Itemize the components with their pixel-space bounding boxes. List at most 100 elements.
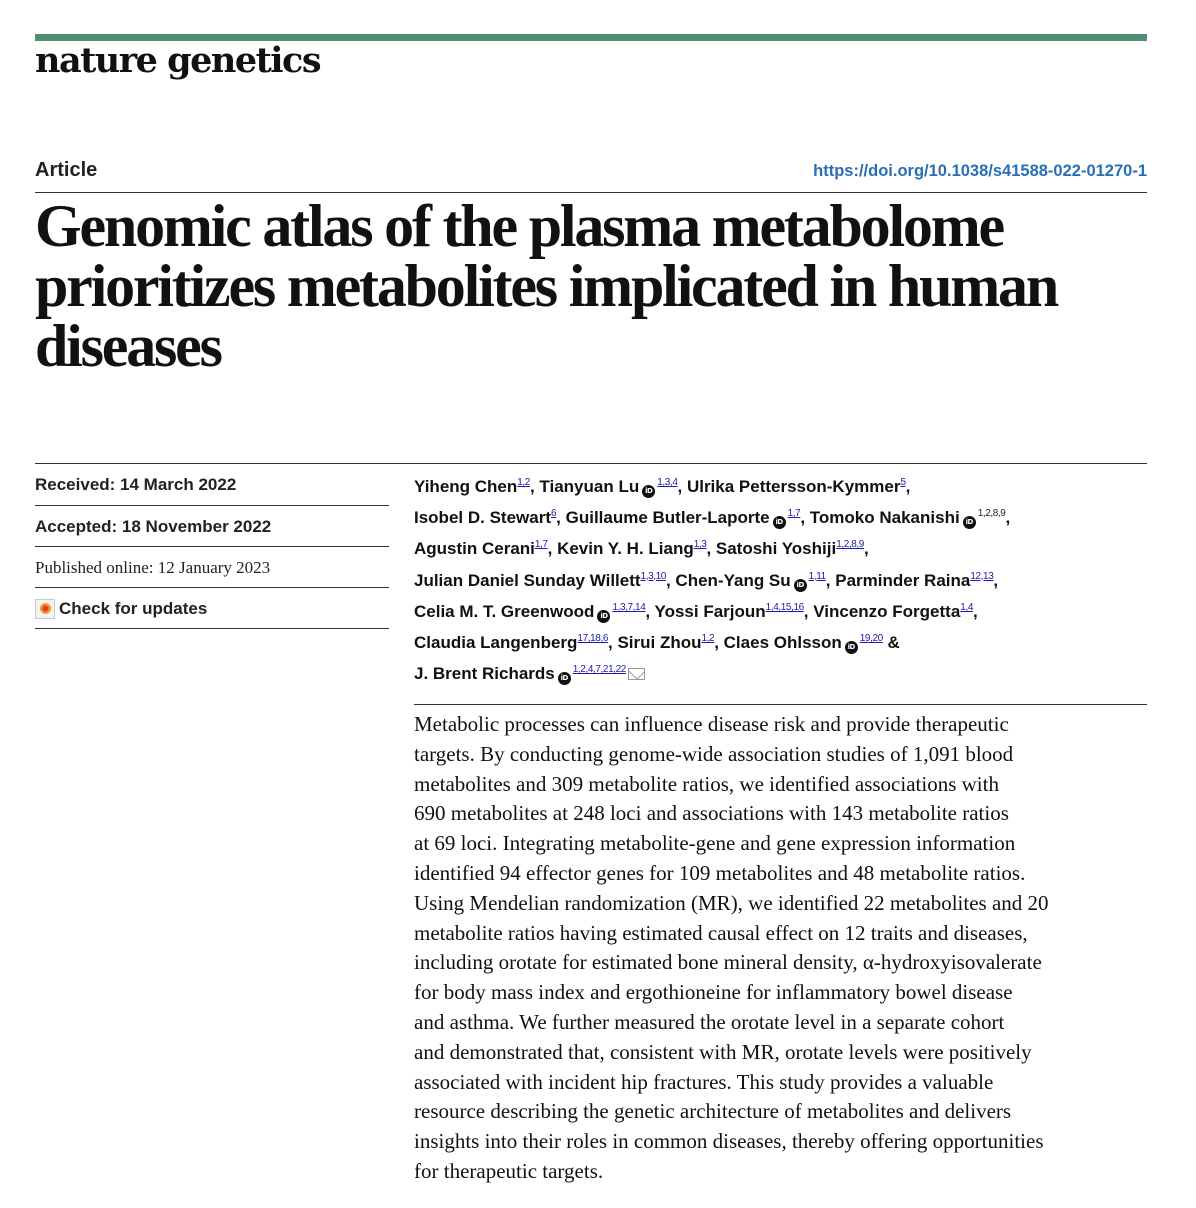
author-name[interactable]: Isobel D. Stewart <box>414 508 551 528</box>
author-name[interactable]: Vincenzo Forgetta <box>813 601 961 621</box>
abstract-line: targets. By conducting genome-wide assoc… <box>414 741 1014 766</box>
affiliation-superscript[interactable]: 1,3,10 <box>640 570 667 582</box>
author-separator: , <box>972 601 978 621</box>
author-name[interactable]: J. Brent Richards <box>414 664 555 684</box>
author-name[interactable]: Chen-Yang Su <box>675 570 791 590</box>
author-name[interactable]: Yiheng Chen <box>414 477 518 496</box>
author-separator: , <box>993 570 999 590</box>
affiliation-superscript[interactable]: 5 <box>900 477 906 488</box>
affiliation-superscript[interactable]: 1,7 <box>787 508 801 520</box>
accepted-date: Accepted: 18 November 2022 <box>35 506 389 547</box>
author-list: Yiheng Chen1,2, Tianyuan Lu iD1,3,4, Ulri… <box>414 469 1154 687</box>
affiliation-superscript[interactable]: 1,2 <box>701 633 715 645</box>
abstract-line: for body mass index and ergothioneine fo… <box>414 980 1013 1005</box>
author-separator: , <box>665 570 676 590</box>
author-separator: , <box>714 633 724 653</box>
author-separator: , <box>608 633 618 653</box>
received-date: Received: 14 March 2022 <box>35 464 389 506</box>
title-line: prioritizes metabolites implicated in hu… <box>35 253 1059 319</box>
author-name[interactable]: Satoshi Yoshiji <box>715 539 837 559</box>
author-separator: , <box>645 601 655 621</box>
author-name[interactable]: Ulrika Pettersson-Kymmer <box>686 477 901 496</box>
author-separator: , <box>529 477 540 496</box>
abstract-line: metabolites and 309 metabolite ratios, w… <box>414 771 999 796</box>
author-name[interactable]: Tomoko Nakanishi <box>809 508 960 528</box>
author-separator: , <box>556 508 566 528</box>
abstract: Metabolic processes can influence diseas… <box>414 710 1154 1187</box>
abstract-line: and demonstrated that, consistent with M… <box>414 1039 1032 1064</box>
orcid-icon[interactable]: iD <box>772 516 786 530</box>
affiliation-superscript[interactable]: 1,4,15,16 <box>765 601 805 613</box>
abstract-line: associated with incident hip fractures. … <box>414 1069 994 1094</box>
affiliation-superscript[interactable]: 1,11 <box>808 570 827 582</box>
author-separator: , <box>706 539 716 559</box>
abstract-line: including orotate for estimated bone min… <box>414 950 1042 975</box>
author-name[interactable]: Claes Ohlsson <box>723 633 842 653</box>
abstract-divider <box>414 704 1147 705</box>
article-history: Received: 14 March 2022 Accepted: 18 Nov… <box>35 464 389 629</box>
author-name[interactable]: Celia M. T. Greenwood <box>414 601 595 621</box>
article-type-label: Article <box>35 159 98 181</box>
orcid-icon[interactable]: iD <box>642 485 656 498</box>
published-date: Published online: 12 January 2023 <box>35 547 389 588</box>
affiliation-superscript[interactable]: 19,20 <box>859 633 883 645</box>
author-name[interactable]: Parminder Raina <box>835 570 971 590</box>
author-separator: , <box>863 539 869 559</box>
abstract-line: metabolite ratios having estimated causa… <box>414 920 1028 945</box>
orcid-icon[interactable]: iD <box>557 672 571 686</box>
title-line: diseases <box>35 313 223 379</box>
affiliation-superscript[interactable]: 1,3 <box>693 539 707 551</box>
crossmark-icon <box>35 598 55 619</box>
doi-link[interactable]: https://doi.org/10.1038/s41588-022-01270… <box>813 162 1147 180</box>
author-separator: & <box>882 633 900 653</box>
affiliation-superscript[interactable]: 17,18,6 <box>577 633 608 645</box>
abstract-line: Using Mendelian randomization (MR), we i… <box>414 890 1049 915</box>
affiliation-superscript[interactable]: 1,2,8,9 <box>836 539 864 551</box>
affiliation-superscript[interactable]: 1,2 <box>517 477 530 488</box>
author-separator: , <box>825 570 836 590</box>
affiliation-superscript[interactable]: 1,2,4,7,21,22 <box>572 664 627 676</box>
author-name[interactable]: Guillaume Butler-Laporte <box>565 508 770 528</box>
orcid-icon[interactable]: iD <box>844 641 858 655</box>
abstract-line: and asthma. We further measured the orot… <box>414 1009 1005 1034</box>
author-name[interactable]: Yossi Farjoun <box>654 601 766 621</box>
affiliation-superscript[interactable]: 12,13 <box>970 570 994 582</box>
author-separator: , <box>803 601 814 621</box>
check-for-updates-row: Check for updates <box>35 588 389 629</box>
author-separator: , <box>677 477 687 496</box>
author-name[interactable]: Sirui Zhou <box>617 633 702 653</box>
article-title: Genomic atlas of the plasma metabolome p… <box>35 196 1147 376</box>
affiliation-superscript[interactable]: 6 <box>550 508 557 520</box>
abstract-line: insights into their roles in common dise… <box>414 1129 1044 1154</box>
affiliation-superscript[interactable]: 1,3,7,14 <box>612 601 646 613</box>
affiliation-superscript[interactable]: 1,7 <box>534 539 548 551</box>
orcid-icon[interactable]: iD <box>962 516 976 530</box>
author-name[interactable]: Agustin Cerani <box>414 539 535 559</box>
header-divider <box>35 192 1147 193</box>
author-separator: , <box>547 539 558 559</box>
abstract-line: Metabolic processes can influence diseas… <box>414 712 1009 736</box>
abstract-line: 690 metabolites at 248 loci and associat… <box>414 801 1009 826</box>
author-separator: , <box>1005 508 1011 528</box>
title-line: Genomic atlas of the plasma metabolome <box>35 193 1005 259</box>
affiliation-superscript[interactable]: 1,3,4 <box>657 477 678 488</box>
author-separator: , <box>800 508 810 528</box>
check-for-updates-label: Check for updates <box>59 599 208 618</box>
affiliation-superscript[interactable]: 1,2,8,9 <box>977 508 1006 520</box>
author-name[interactable]: Tianyuan Lu <box>539 477 640 496</box>
author-name[interactable]: Julian Daniel Sunday Willett <box>414 570 641 590</box>
orcid-icon[interactable]: iD <box>793 578 807 592</box>
abstract-line: identified 94 effector genes for 109 met… <box>414 860 1026 885</box>
affiliation-superscript[interactable]: 1,4 <box>960 601 973 613</box>
journal-accent-bar <box>35 34 1147 41</box>
section-divider <box>35 463 1147 464</box>
journal-logo[interactable]: nature genetics <box>35 40 322 81</box>
orcid-icon[interactable]: iD <box>597 609 611 623</box>
author-separator: , <box>905 477 911 496</box>
abstract-line: for therapeutic targets. <box>414 1158 604 1183</box>
author-name[interactable]: Claudia Langenberg <box>414 633 578 653</box>
abstract-line: resource describing the genetic architec… <box>414 1099 1012 1124</box>
email-icon[interactable] <box>627 668 645 681</box>
author-name[interactable]: Kevin Y. H. Liang <box>557 539 694 559</box>
check-for-updates-button[interactable]: Check for updates <box>35 588 389 629</box>
